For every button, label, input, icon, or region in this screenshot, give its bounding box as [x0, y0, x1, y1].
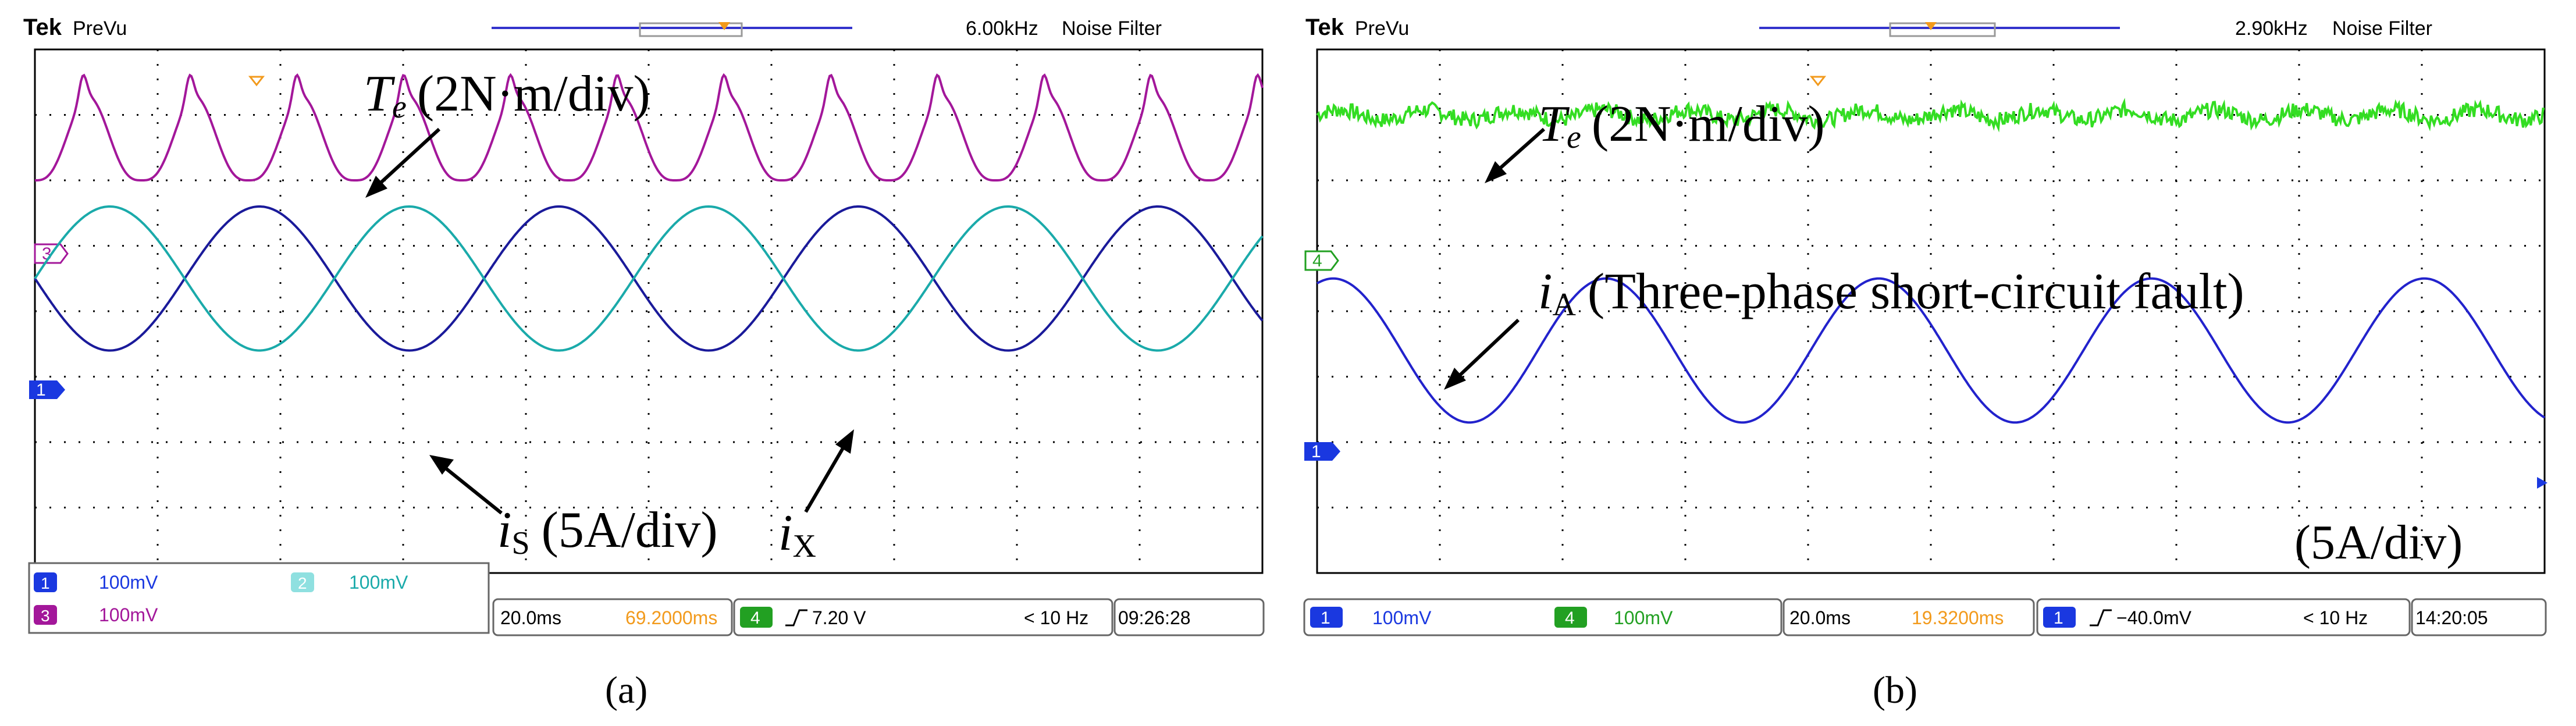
channel-1-marker: 1 — [29, 380, 65, 400]
panel-label-a: (a) — [605, 669, 647, 711]
trigger-slope-icon — [2090, 609, 2112, 627]
clock-box — [2411, 598, 2547, 636]
current-a-symbol: i — [1538, 264, 1552, 320]
current-x-trace — [34, 205, 1264, 352]
trigger-box — [2036, 598, 2411, 636]
status-bar: 1 100mV 4 100mV 20.0ms 19.3200ms 1 −40.0… — [1303, 598, 2547, 636]
trigger-frequency: < 10 Hz — [1024, 607, 1088, 628]
channel-4-marker: 4 — [1304, 250, 1339, 271]
clock-readout: 09:26:28 — [1118, 607, 1191, 628]
graticule — [1316, 48, 2546, 574]
scope-panel-b: Tek PreVu 2.90kHz Noise Filter 4 1 Te (2N… — [1288, 0, 2576, 726]
filter-readout: Noise Filter — [2332, 17, 2432, 40]
svg-text:3: 3 — [41, 607, 50, 625]
torque-subscript: e — [392, 89, 407, 125]
svg-text:iX: iX — [778, 505, 816, 564]
timebase-box — [1782, 598, 2035, 636]
svg-text:iA(Three-phase short-circuit f: iA (Three-phase short-circuit fault) — [1538, 264, 2244, 323]
trigger-marker-icon — [1809, 76, 1827, 87]
torque-scale: (2N·m/div) — [417, 66, 650, 122]
brand-label: Tek — [1305, 15, 1344, 40]
channel-1-marker: 1 — [1304, 442, 1340, 461]
clock-box — [1113, 598, 1265, 636]
trigger-slope-icon — [785, 609, 807, 627]
torque-symbol: T — [1538, 96, 1570, 152]
torque-subscript: e — [1567, 119, 1581, 155]
mode-label: PreVu — [1355, 17, 1409, 40]
freq-readout: 2.90kHz — [2235, 17, 2308, 40]
scope-svg-a: Tek PreVu 6.00kHz Noise Filter 3 1 Te (2N… — [23, 15, 1265, 711]
torque-trace — [1316, 98, 2545, 133]
timebase-box — [492, 598, 733, 636]
position-readout: 19.3200ms — [1912, 607, 2004, 628]
record-window — [1889, 22, 1996, 37]
timebase-readout: 20.0ms — [1789, 607, 1851, 628]
current-s-annotation: iS (5A/div) — [429, 455, 718, 561]
ch4-scale: 100mV — [1614, 607, 1673, 628]
current-s-subscript: S — [511, 525, 529, 561]
scope-svg-b: Tek PreVu 2.90kHz Noise Filter 4 1 Te (2N… — [1303, 15, 2547, 711]
channel-1-label: 1 — [1311, 442, 1321, 461]
trigger-marker-icon — [248, 76, 265, 87]
trigger-level-icon — [2537, 477, 2547, 489]
position-readout: 69.2000ms — [625, 607, 717, 628]
torque-annotation: Te (2N·m/div) — [1485, 96, 1825, 183]
filter-readout: Noise Filter — [1062, 17, 1162, 40]
current-x-annotation: iX — [778, 429, 854, 564]
channel-scale-box — [28, 562, 490, 634]
svg-text:1: 1 — [1321, 608, 1330, 628]
torque-symbol: T — [364, 66, 396, 122]
ch2-scale: 100mV — [349, 572, 408, 593]
svg-text:iS(5A/div): iS (5A/div) — [497, 502, 718, 561]
freq-readout: 6.00kHz — [966, 17, 1038, 40]
ch3-scale: 100mV — [99, 604, 158, 625]
channel-1-label: 1 — [36, 380, 46, 400]
mode-label: PreVu — [73, 17, 127, 40]
trigger-position-icon — [1925, 22, 1937, 30]
panel-label-b: (b) — [1873, 669, 1917, 711]
trigger-level: 7.20 V — [812, 607, 866, 628]
current-a-trace — [1316, 277, 2546, 424]
current-s-symbol: i — [497, 502, 511, 558]
current-s-trace — [34, 205, 1264, 352]
scope-panel-a: Tek PreVu 6.00kHz Noise Filter 3 1 Te (2N… — [23, 15, 1265, 711]
clock-readout: 14:20:05 — [2415, 607, 2488, 628]
current-a-annotation: iA (Three-phase short-circuit fault) — [1444, 264, 2244, 390]
current-x-subscript: X — [792, 528, 816, 564]
torque-scale: (2N·m/div) — [1592, 96, 1825, 152]
trigger-level: −40.0mV — [2116, 607, 2192, 628]
graticule — [34, 48, 1264, 574]
trigger-frequency: < 10 Hz — [2303, 607, 2368, 628]
ch1-scale: 100mV — [1372, 607, 1432, 628]
current-a-subscript: A — [1552, 287, 1576, 323]
trigger-channel: 4 — [750, 608, 760, 628]
channel-4-label: 4 — [1312, 251, 1322, 271]
trigger-box — [733, 598, 1113, 636]
brand-label: Tek — [23, 15, 62, 40]
channel-scale-box — [1303, 598, 1782, 636]
timebase-readout: 20.0ms — [500, 607, 561, 628]
current-s-scale: (5A/div) — [542, 502, 718, 558]
status-bar: 1 100mV 2 100mV 3 100mV 20.0ms 69.2000ms… — [28, 562, 1265, 636]
svg-text:1: 1 — [41, 574, 50, 592]
svg-text:Te(2N·m/div): Te (2N·m/div) — [1538, 96, 1825, 155]
current-a-scale: (5A/div) — [2294, 515, 2463, 570]
trigger-channel: 1 — [2054, 608, 2063, 628]
svg-text:2: 2 — [298, 574, 307, 592]
torque-annotation: Te (2N·m/div) — [364, 66, 650, 198]
trigger-position-icon — [718, 22, 730, 30]
svg-text:4: 4 — [1565, 608, 1575, 628]
current-a-note: (Three-phase short-circuit fault) — [1588, 264, 2244, 320]
torque-trace — [35, 73, 1264, 182]
current-x-symbol: i — [778, 505, 792, 561]
record-window — [639, 22, 743, 37]
ch1-scale: 100mV — [99, 572, 158, 593]
svg-text:Te(2N·m/div): Te (2N·m/div) — [364, 66, 650, 125]
